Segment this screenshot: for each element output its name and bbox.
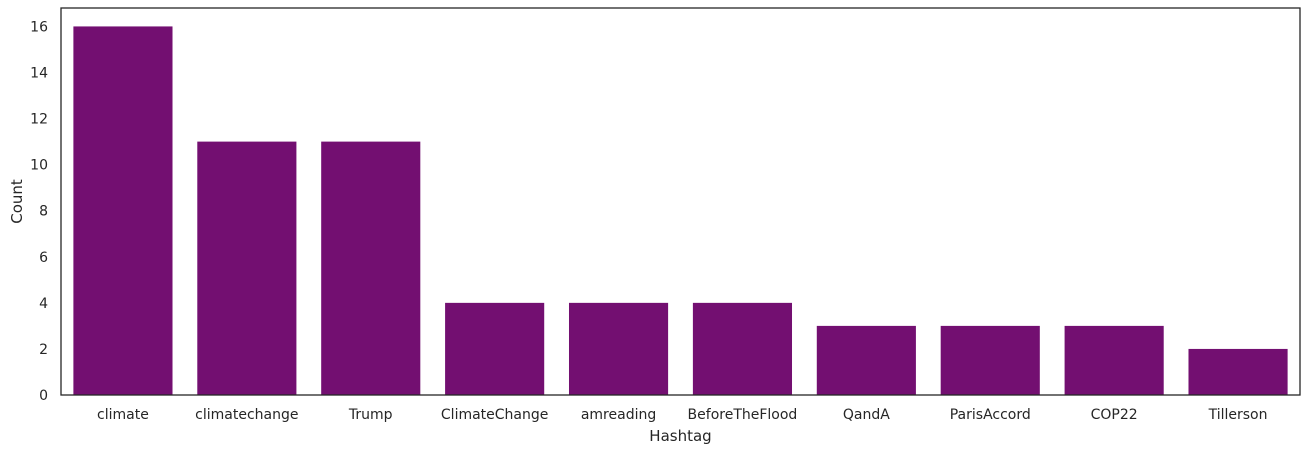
plot-frame [60,7,1301,396]
y-tick-label: 16 [30,19,48,35]
x-tick-label: Tillerson [1208,407,1268,423]
y-axis-label: Count [8,179,26,224]
bar-climatechange [445,302,545,395]
bars-group [73,26,1288,396]
x-tick-label: climatechange [195,407,298,423]
y-tick-label: 8 [39,204,48,220]
bar-trump [321,141,421,395]
x-tick-label: BeforeTheFlood [688,407,798,423]
x-tick-label: amreading [581,407,656,423]
bar-amreading [568,302,669,395]
y-tick-label: 2 [39,342,48,358]
y-axis-ticks: 0 2 4 6 8 10 12 14 16 [30,19,48,404]
y-tick-label: 14 [30,66,48,82]
x-tick-label: COP22 [1091,407,1138,423]
x-tick-label: ParisAccord [950,407,1031,423]
x-tick-label: QandA [843,407,890,423]
y-tick-label: 6 [39,250,48,266]
x-tick-label: ClimateChange [441,407,548,423]
x-axis-ticks: climate climatechange Trump ClimateChange am… [97,407,1267,423]
bar-parisaccord [940,325,1040,395]
y-tick-label: 4 [39,296,48,312]
bar-climate [73,26,173,396]
x-axis-label: Hashtag [649,427,711,445]
y-tick-label: 10 [30,158,48,174]
bar-beforetheflood [692,302,793,395]
bar-qanda [816,325,916,395]
y-tick-label: 12 [30,112,48,128]
bar-cop22 [1064,325,1164,395]
x-tick-label: climate [97,407,149,423]
bar-climatechange [197,141,297,395]
x-tick-label: Trump [348,407,393,423]
y-tick-label: 0 [39,388,48,404]
bar-tillerson [1188,348,1288,395]
